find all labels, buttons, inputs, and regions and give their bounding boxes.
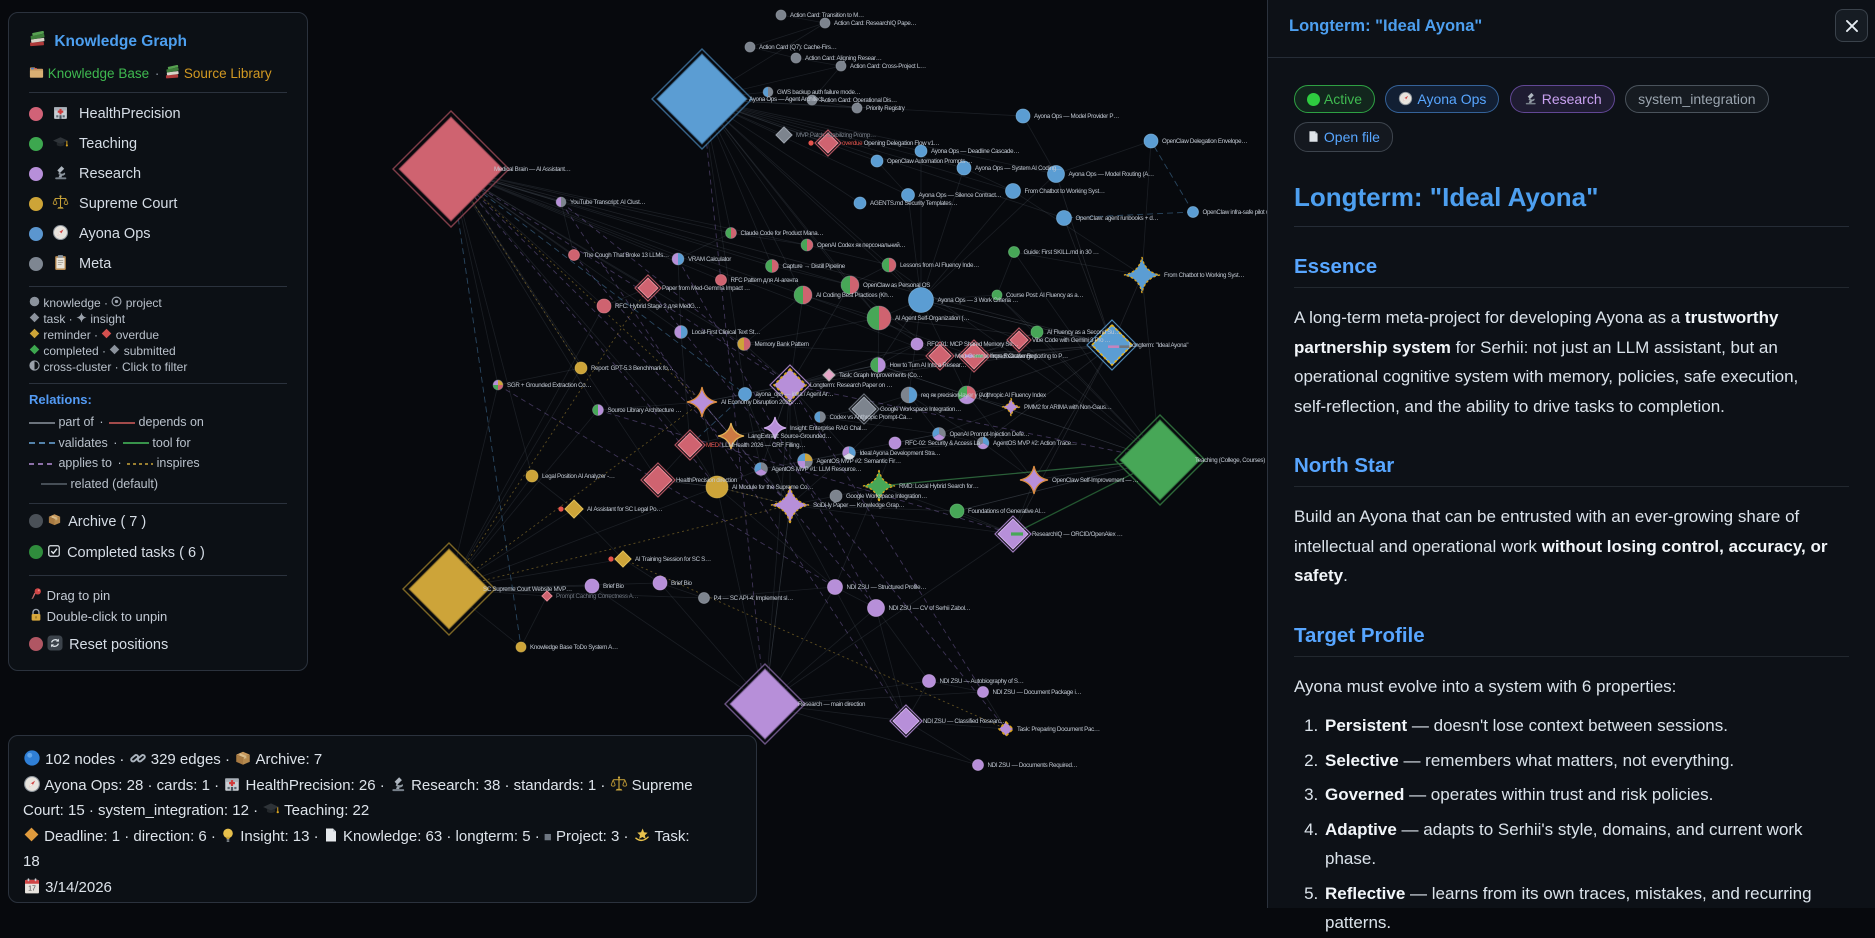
svg-text:YouTube Transcript: AI Clust…: YouTube Transcript: AI Clust… bbox=[570, 199, 646, 206]
svg-text:Foundations of Generative AI…: Foundations of Generative AI… bbox=[968, 508, 1046, 515]
svg-text:AI Module for the Supreme Co…: AI Module for the Supreme Co… bbox=[732, 484, 813, 491]
svg-text:NDI ZSU — Autobiography of S…: NDI ZSU — Autobiography of S… bbox=[940, 678, 1024, 685]
svg-text:OpenClaw Self-Improvement — …: OpenClaw Self-Improvement — … bbox=[1052, 477, 1139, 484]
svg-text:Ayona Ops — System AI Coding…: Ayona Ops — System AI Coding… bbox=[975, 165, 1062, 172]
svg-text:Claude Code for Product Mana…: Claude Code for Product Mana… bbox=[741, 230, 824, 237]
svg-text:NDI ZSU — Document Package i…: NDI ZSU — Document Package i… bbox=[993, 689, 1082, 696]
svg-text:Course Post: AI Fluency as a…: Course Post: AI Fluency as a… bbox=[1006, 292, 1083, 299]
svg-text:AI Training Session for SC S…: AI Training Session for SC S… bbox=[635, 556, 711, 563]
svg-text:Task: Preparing Document Pac…: Task: Preparing Document Pac… bbox=[1017, 726, 1100, 733]
svg-text:HealthPrecision direction: HealthPrecision direction bbox=[676, 477, 738, 484]
svg-text:MED² LLMHealth 2026 — CRF Fill: MED² LLMHealth 2026 — CRF Filling… bbox=[706, 442, 805, 449]
svg-text:OpenClaw infra-safe pilot w…: OpenClaw infra-safe pilot w… bbox=[1203, 209, 1277, 216]
svg-text:Task: Graph Improvements (Co…: Task: Graph Improvements (Co… bbox=[839, 372, 923, 379]
svg-text:Insight: Enterprise RAG Chal…: Insight: Enterprise RAG Chal… bbox=[790, 425, 867, 432]
svg-text:The Cough That Broke 13 LLMs…: The Cough That Broke 13 LLMs… bbox=[584, 252, 670, 259]
svg-text:Action Card (Q7): Cache-Firs…: Action Card (Q7): Cache-Firs… bbox=[759, 44, 837, 51]
svg-text:Knowledge Base ToDo System A…: Knowledge Base ToDo System A… bbox=[530, 644, 618, 651]
svg-text:OpenClaw: agent runbooks + d…: OpenClaw: agent runbooks + d… bbox=[1076, 215, 1159, 222]
svg-text:From Chatbot to Working Syst…: From Chatbot to Working Syst… bbox=[1164, 272, 1244, 279]
svg-text:overdue Opening Delegation Flo: overdue Opening Delegation Flow v1… bbox=[842, 140, 940, 147]
svg-text:OpenAI Prompt-Injection Defe…: OpenAI Prompt-Injection Defe… bbox=[950, 431, 1030, 438]
svg-text:Action Card: Operational Dis…: Action Card: Operational Dis… bbox=[821, 97, 897, 104]
svg-text:Med-Gemma Impact Challenge (…: Med-Gemma Impact Challenge (… bbox=[955, 353, 1042, 360]
svg-text:NDI ZSU — Documents Required…: NDI ZSU — Documents Required… bbox=[988, 762, 1078, 769]
svg-text:How to Turn AI Into a Resear…: How to Turn AI Into a Resear… bbox=[890, 362, 967, 369]
svg-text:Codex vs Anthropic Prompt-Ca…: Codex vs Anthropic Prompt-Ca… bbox=[830, 414, 913, 421]
svg-text:PMM2 for ARIMA with Non-Gaus…: PMM2 for ARIMA with Non-Gaus… bbox=[1024, 404, 1112, 411]
svg-text:AgentOS MVP #2: Semantic Fir…: AgentOS MVP #2: Semantic Fir… bbox=[817, 458, 901, 465]
svg-text:Google Workspace Integration…: Google Workspace Integration… bbox=[880, 406, 961, 413]
svg-text:OpenAI Codex як персональний…: OpenAI Codex як персональний… bbox=[817, 242, 906, 249]
svg-text:Local-First Clinical Text St…: Local-First Clinical Text St… bbox=[692, 329, 761, 336]
svg-text:Legal Position AI Analyzer -…: Legal Position AI Analyzer -… bbox=[542, 473, 615, 480]
svg-text:RMD: Local Hybrid Search for…: RMD: Local Hybrid Search for… bbox=[899, 483, 979, 490]
svg-text:Ayona Ops — Deadline Cascade…: Ayona Ops — Deadline Cascade… bbox=[931, 148, 1019, 155]
svg-text:Prompt Caching Correctness A…: Prompt Caching Correctness A… bbox=[556, 593, 639, 600]
svg-text:VRAM Calculator: VRAM Calculator bbox=[688, 256, 731, 263]
svg-text:OpenClaw as Personal OS: OpenClaw as Personal OS bbox=[863, 282, 930, 289]
svg-text:Vibe Code with Gemini 3 Pro …: Vibe Code with Gemini 3 Pro … bbox=[1032, 337, 1111, 344]
svg-text:Action Card: Cross-Project L…: Action Card: Cross-Project L… bbox=[850, 63, 926, 70]
svg-text:RFC Pattern для AI-агента: RFC Pattern для AI-агента bbox=[731, 277, 799, 284]
svg-text:MVP Patch: Stabilizing Promp…: MVP Patch: Stabilizing Promp… bbox=[796, 132, 876, 139]
svg-text:NDI ZSU — Structured Profile…: NDI ZSU — Structured Profile… bbox=[847, 584, 927, 591]
svg-text:Ayona Ops — Model Routing (A…: Ayona Ops — Model Routing (A… bbox=[1069, 171, 1155, 178]
svg-text:Memory Bank Pattern: Memory Bank Pattern bbox=[755, 341, 810, 348]
svg-text:Google Workspace Integration…: Google Workspace Integration… bbox=[846, 493, 927, 500]
svg-text:Ayona Ops — Model Provider P…: Ayona Ops — Model Provider P… bbox=[1034, 113, 1119, 120]
svg-text:LangExtract: Source-Grounded…: LangExtract: Source-Grounded… bbox=[748, 433, 831, 440]
svg-text:AGENTS.md Security Templates…: AGENTS.md Security Templates… bbox=[870, 200, 957, 207]
svg-text:Action Card: Aligning Resear…: Action Card: Aligning Resear… bbox=[805, 55, 882, 62]
svg-text:Source Library Architecture …: Source Library Architecture … bbox=[608, 407, 682, 414]
svg-text:AgentOS MVP #1: LLM Resource…: AgentOS MVP #1: LLM Resource… bbox=[772, 466, 862, 473]
svg-text:GWS backup auth failure mode…: GWS backup auth failure mode… bbox=[777, 89, 861, 96]
svg-text:Priority Registry: Priority Registry bbox=[866, 105, 906, 112]
svg-text:17: 17 bbox=[28, 885, 36, 892]
svg-text:Lessons from AI Fluency Inde…: Lessons from AI Fluency Inde… bbox=[900, 262, 979, 269]
svg-text:AI Assistant for SC Legal Po…: AI Assistant for SC Legal Po… bbox=[587, 506, 662, 513]
svg-text:SciDi-ly Paper — Knowledge Gra: SciDi-ly Paper — Knowledge Grap… bbox=[813, 502, 905, 509]
svg-text:Research — main direction: Research — main direction bbox=[798, 701, 866, 708]
svg-text:Report: GPT-5.3 Benchmark fo…: Report: GPT-5.3 Benchmark fo… bbox=[591, 365, 674, 372]
svg-text:Brief Bio: Brief Bio bbox=[671, 580, 693, 587]
svg-text:AI Coding Best Practices (Kh…: AI Coding Best Practices (Kh… bbox=[816, 292, 893, 299]
svg-text:Action Card: ResearchIQ Pape…: Action Card: ResearchIQ Pape… bbox=[834, 20, 917, 27]
svg-text:Paper from Med-Gemma Impact …: Paper from Med-Gemma Impact … bbox=[662, 285, 750, 292]
svg-text:RFC: Hybrid Stage 2 для MedG…: RFC: Hybrid Stage 2 для MedG… bbox=[615, 303, 701, 310]
svg-text:Longterm: "Ideal Ayona": Longterm: "Ideal Ayona" bbox=[1129, 342, 1188, 349]
svg-text:SC Supreme Court Website MVP…: SC Supreme Court Website MVP… bbox=[483, 586, 572, 593]
svg-text:ayona_ops — infra / Agent Ar…: ayona_ops — infra / Agent Ar… bbox=[756, 391, 834, 398]
svg-text:Ayona Ops — 3 Work Criteria …: Ayona Ops — 3 Work Criteria … bbox=[938, 297, 1019, 304]
svg-text:From Chatbot to Working Syst…: From Chatbot to Working Syst… bbox=[1025, 188, 1105, 195]
svg-text:ResearchIQ — ORCID/OpenAlex …: ResearchIQ — ORCID/OpenAlex … bbox=[1032, 531, 1123, 538]
svg-text:Anthropic AI Fluency Index: Anthropic AI Fluency Index bbox=[980, 392, 1047, 399]
svg-text:RFC-02: Security & Access La…: RFC-02: Security & Access La… bbox=[905, 440, 986, 447]
svg-text:NDI ZSU — Classified Researc…: NDI ZSU — Classified Researc… bbox=[923, 718, 1007, 725]
svg-text:P.4 — SC API-4: Implement sl…: P.4 — SC API-4: Implement sl… bbox=[714, 595, 794, 602]
svg-text:req як precision-layer у {…}: req як precision-layer у {…} bbox=[921, 392, 988, 399]
svg-text:Action Card: Transition to M…: Action Card: Transition to M… bbox=[790, 12, 864, 19]
svg-text:NDI ZSU — CV of Serhii Zabol…: NDI ZSU — CV of Serhii Zabol… bbox=[889, 605, 971, 612]
svg-text:Capture → Distill Pipeline: Capture → Distill Pipeline bbox=[783, 263, 846, 270]
svg-text:AI Economy Disruption 2026: …: AI Economy Disruption 2026: … bbox=[721, 399, 800, 406]
svg-text:RFC-01: MCP Shared Memory Se…: RFC-01: MCP Shared Memory Se… bbox=[927, 341, 1018, 348]
svg-text:AgentOS MVP #2: Action Trace…: AgentOS MVP #2: Action Trace… bbox=[993, 440, 1077, 447]
svg-text:Ayona Ops — Agent Architect…: Ayona Ops — Agent Architect… bbox=[749, 96, 828, 103]
svg-text:Brief Bio: Brief Bio bbox=[603, 583, 625, 590]
svg-text:Guide: First SKILL.md in 30 …: Guide: First SKILL.md in 30 … bbox=[1024, 249, 1099, 256]
svg-text:OpenClaw Automation Prompts …: OpenClaw Automation Prompts … bbox=[887, 158, 973, 165]
svg-text:SGR + Grounded Extraction Co…: SGR + Grounded Extraction Co… bbox=[507, 382, 591, 389]
svg-text:Ideal Ayona Development Stra…: Ideal Ayona Development Stra… bbox=[860, 450, 941, 457]
svg-text:AI Agent Self-Organization (…: AI Agent Self-Organization (… bbox=[895, 315, 969, 322]
svg-text:Teaching (College, Courses): Teaching (College, Courses) bbox=[1195, 457, 1265, 464]
svg-text:Longterm: Research Paper on …: Longterm: Research Paper on … bbox=[810, 382, 892, 389]
svg-text:AI Fluency as a Second Su…: AI Fluency as a Second Su… bbox=[1047, 329, 1120, 336]
svg-text:Ayona Ops — Silence Contract…: Ayona Ops — Silence Contract… bbox=[919, 192, 1002, 199]
svg-text:Medical Brain — AI Assistant…: Medical Brain — AI Assistant… bbox=[494, 166, 571, 173]
svg-text:OpenClaw Delegation Envelope…: OpenClaw Delegation Envelope… bbox=[1162, 138, 1247, 145]
svg-text:from Reactive Reporting to P…: from Reactive Reporting to P… bbox=[991, 353, 1068, 360]
